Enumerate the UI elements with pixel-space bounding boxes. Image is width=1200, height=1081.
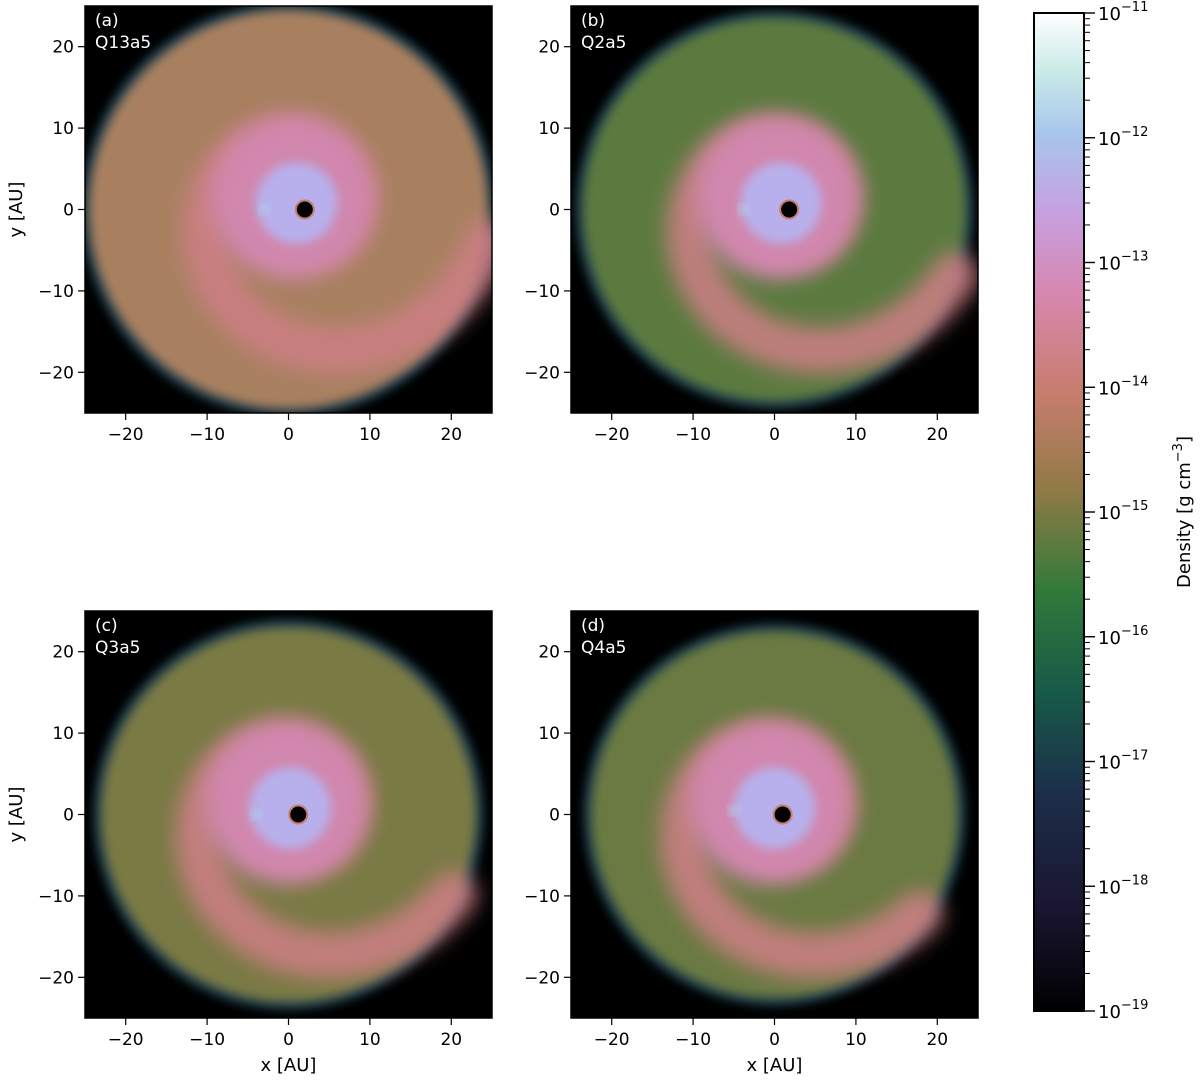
density-image	[571, 6, 978, 413]
x-tick-label: 10	[359, 425, 381, 445]
y-tick-label: −10	[38, 887, 74, 907]
colorbar: 10−11 10−12 10−13 10−14 10−15 10−16 10−17 10−18…	[1033, 0, 1195, 1023]
y-tick-label: −10	[524, 887, 560, 907]
x-tick-label: −20	[594, 425, 630, 445]
panel-Q3a5: −20 −10 0 10 20 −20 −10 0 10 20 (c)Q3a5 x [AU] y [AU…	[6, 610, 493, 1076]
y-axis-label: y [AU]	[6, 182, 27, 238]
density-image	[85, 611, 492, 1018]
panel-Q2a5: −20 −10 0 10 20 −20 −10 0 10 20 (b)Q2a5	[524, 5, 979, 445]
y-tick-label: 10	[52, 119, 74, 139]
y-tick-label: 0	[549, 201, 560, 221]
x-axis-label: x [AU]	[261, 1055, 317, 1076]
x-tick-label: 0	[769, 425, 780, 445]
sink-particle	[772, 804, 793, 825]
x-tick-label: −20	[108, 425, 144, 445]
x-tick-label: −10	[189, 425, 225, 445]
colorbar-tick-label: 10−11	[1098, 0, 1148, 25]
y-tick-label: −10	[524, 282, 560, 302]
arm-tip	[728, 805, 739, 816]
y-tick-label: 10	[538, 119, 560, 139]
panel-Q4a5: −20 −10 0 10 20 −20 −10 0 10 20 (d)Q4a5 x [AU]	[524, 610, 979, 1076]
y-tick-label: −10	[38, 282, 74, 302]
y-tick-label: 20	[538, 38, 560, 58]
y-tick-label: 20	[538, 643, 560, 663]
x-tick-label: −10	[189, 1030, 225, 1050]
arm-tip	[250, 809, 261, 820]
x-tick-label: 10	[845, 1030, 867, 1050]
colorbar-tick-label: 10−13	[1098, 250, 1148, 275]
panel-model-name: Q4a5	[581, 638, 626, 658]
x-tick-label: −10	[675, 1030, 711, 1050]
density-image	[85, 6, 492, 413]
x-tick-label: 20	[440, 425, 462, 445]
panel-label: (b)	[581, 11, 605, 31]
sink-particle	[779, 199, 800, 220]
x-tick-label: −20	[108, 1030, 144, 1050]
x-tick-label: 10	[845, 425, 867, 445]
panel-model-name: Q13a5	[95, 33, 151, 53]
y-tick-label: 20	[52, 643, 74, 663]
panel-label: (a)	[95, 11, 119, 31]
colorbar-tick-label: 10−19	[1098, 998, 1148, 1023]
x-axis-label: x [AU]	[747, 1055, 803, 1076]
colorbar-gradient	[1034, 13, 1084, 1011]
arm-tip	[738, 204, 749, 215]
sink-particle	[294, 199, 315, 220]
y-axis-label: y [AU]	[6, 787, 27, 843]
x-tick-label: −20	[594, 1030, 630, 1050]
panel-model-name: Q2a5	[581, 33, 626, 53]
sink-particle	[288, 804, 309, 825]
density-image	[571, 611, 978, 1018]
panel-model-name: Q3a5	[95, 638, 140, 658]
inner-core	[255, 162, 338, 244]
inner-core	[740, 162, 822, 244]
x-tick-label: 10	[359, 1030, 381, 1050]
colorbar-label: Density [g cm−3]	[1171, 436, 1195, 588]
colorbar-tick-label: 10−12	[1098, 125, 1148, 150]
x-tick-label: 20	[926, 1030, 948, 1050]
x-tick-label: 20	[926, 425, 948, 445]
x-tick-label: 20	[440, 1030, 462, 1050]
y-tick-label: −20	[38, 968, 74, 988]
x-tick-label: −10	[675, 425, 711, 445]
colorbar-tick-label: 10−15	[1098, 499, 1148, 524]
colorbar-tick-label: 10−18	[1098, 873, 1148, 898]
y-tick-label: −20	[524, 363, 560, 383]
colorbar-tick-label: 10−14	[1098, 374, 1148, 399]
y-tick-label: 0	[63, 201, 74, 221]
colorbar-tick-label: 10−17	[1098, 749, 1148, 774]
x-tick-label: 0	[283, 425, 294, 445]
panel-label: (d)	[581, 616, 605, 636]
colorbar-tick-label: 10−16	[1098, 624, 1148, 649]
inner-core	[249, 767, 331, 849]
y-tick-label: 10	[538, 724, 560, 744]
inner-core	[733, 767, 816, 849]
y-tick-label: 0	[549, 806, 560, 826]
y-tick-label: 10	[52, 724, 74, 744]
arm-tip	[259, 204, 270, 215]
y-tick-label: −20	[38, 363, 74, 383]
y-tick-label: 0	[63, 806, 74, 826]
panel-label: (c)	[95, 616, 118, 636]
y-tick-label: −20	[524, 968, 560, 988]
x-tick-label: 0	[769, 1030, 780, 1050]
panel-Q13a5: −20 −10 0 10 20 −20 −10 0 10 20 (a)Q13a5 y [AU]	[6, 5, 493, 445]
y-tick-label: 20	[52, 38, 74, 58]
x-tick-label: 0	[283, 1030, 294, 1050]
